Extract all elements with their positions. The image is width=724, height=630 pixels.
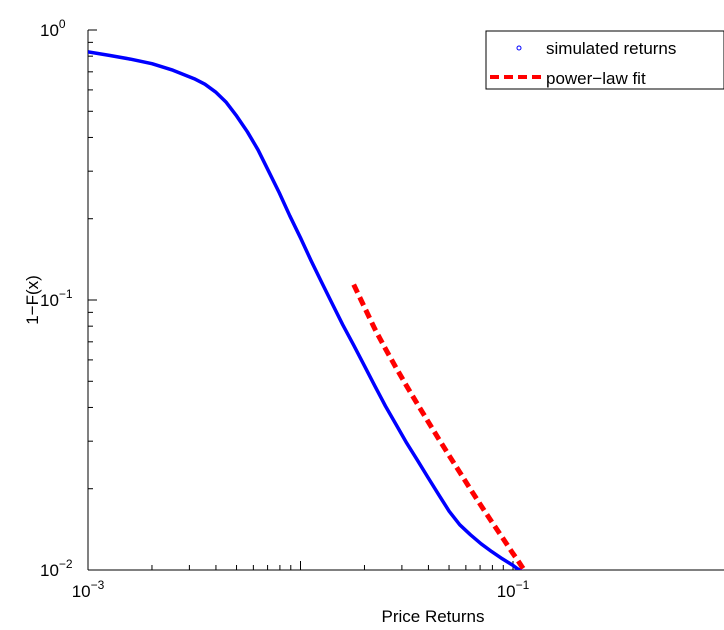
series-power-law-fit — [351, 283, 528, 570]
legend-label-fit: power−law fit — [546, 69, 646, 88]
plot-area — [88, 30, 724, 570]
x-tick-label: 10−3 — [72, 578, 105, 601]
y-tick-label: 10−2 — [40, 557, 73, 580]
x-axis-label: Price Returns — [382, 607, 485, 626]
axes — [87, 29, 724, 571]
legend: simulated returns power−law fit — [485, 30, 724, 90]
legend-box — [485, 30, 724, 90]
tick-labels: 10−3 10−1 100 10−1 10−2 — [40, 17, 530, 601]
legend-marker-simulated — [516, 45, 522, 51]
y-tick-label: 10−1 — [40, 287, 73, 310]
series-simulated-returns — [88, 50, 524, 570]
legend-label-simulated: simulated returns — [546, 39, 676, 58]
y-axis-label: 1−F(x) — [23, 275, 42, 325]
x-tick-label: 10−1 — [497, 578, 530, 601]
series-layer — [88, 50, 528, 570]
y-tick-label: 100 — [40, 17, 66, 40]
